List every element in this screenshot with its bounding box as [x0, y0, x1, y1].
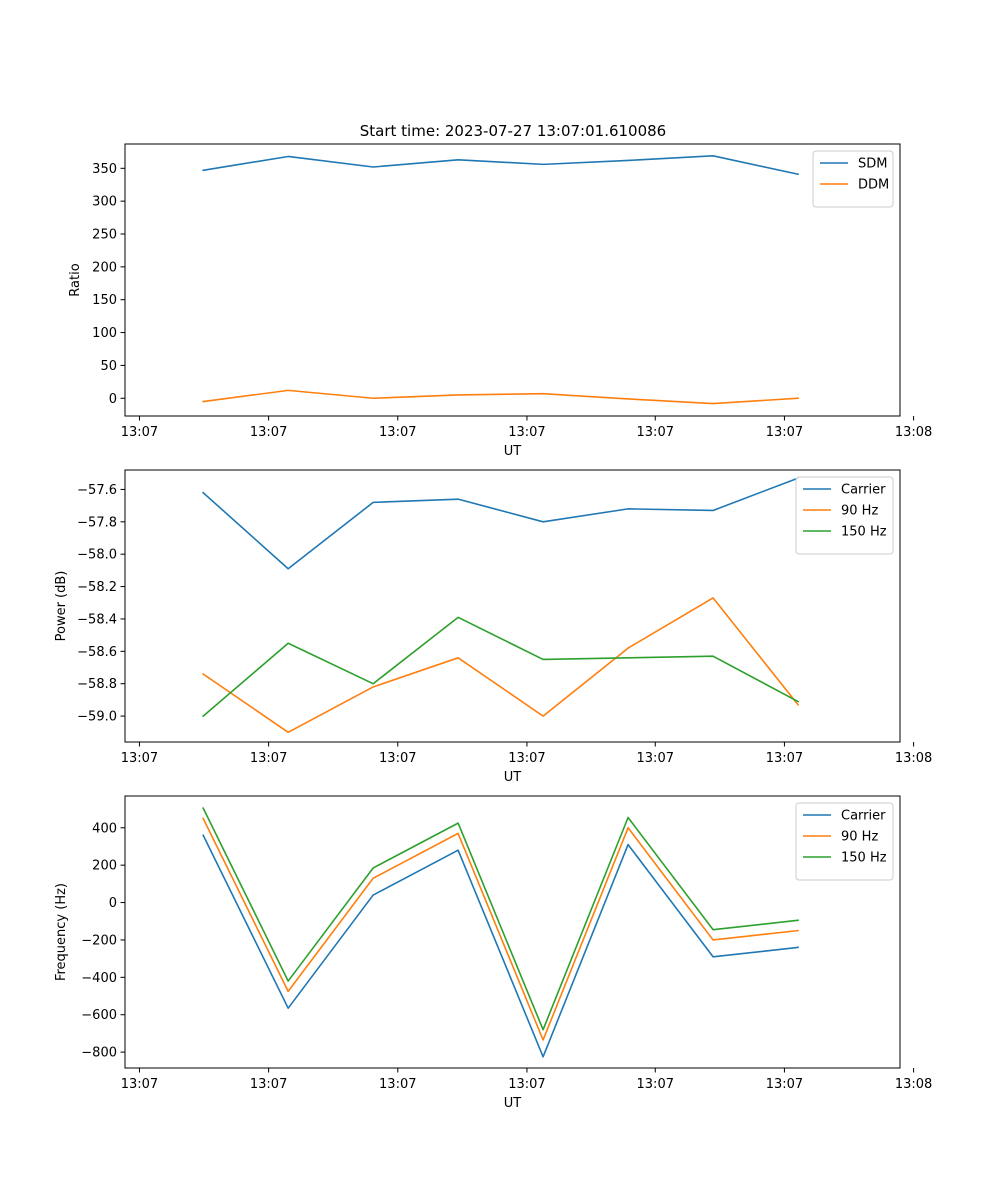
- x-axis-label: UT: [504, 444, 522, 459]
- legend-label-150-hz: 150 Hz: [841, 525, 887, 540]
- x-tick-label: 13:07: [508, 1077, 545, 1092]
- legend-label-90-hz: 90 Hz: [841, 504, 878, 519]
- x-tick-label: 13:08: [895, 1077, 932, 1092]
- x-tick-label: 13:07: [766, 751, 803, 766]
- x-tick-label: 13:07: [508, 425, 545, 440]
- series-line-sdm: [202, 155, 799, 176]
- y-tick-label: −58.2: [77, 580, 117, 595]
- x-tick-label: 13:07: [379, 425, 416, 440]
- series-line-90-hz: [202, 597, 800, 734]
- y-tick-label: 300: [92, 195, 117, 210]
- y-tick-label: −58.4: [77, 612, 117, 627]
- y-tick-label: −600: [81, 1008, 117, 1023]
- x-tick-label: 13:07: [379, 1077, 416, 1092]
- legend-box: [812, 150, 894, 208]
- y-tick-label: 0: [109, 392, 117, 407]
- axes-frame: [124, 469, 901, 743]
- y-tick-label: 250: [92, 228, 117, 243]
- chart-panel-2: 13:07 13:07 13:07 13:07 13:07 13:07 13:08 −59.0…: [54, 469, 932, 785]
- y-tick-label: −59.0: [77, 710, 117, 725]
- axes-frame: [124, 795, 901, 1069]
- series-line-carrier: [202, 834, 799, 1058]
- legend-label-ddm: DDM: [858, 178, 889, 193]
- x-tick-label: 13:07: [121, 425, 158, 440]
- series-line-carrier: [202, 477, 800, 570]
- figure-title: Start time: 2023-07-27 13:07:01.610086: [360, 122, 666, 140]
- y-tick-label: −57.6: [77, 483, 117, 498]
- x-tick-label: 13:07: [121, 751, 158, 766]
- y-axis-label: Power (dB): [54, 571, 69, 642]
- legend: Carrier 90 Hz 150 Hz: [795, 476, 894, 555]
- series-line-150-hz: [202, 807, 799, 1031]
- y-tick-label: 400: [92, 821, 117, 836]
- y-tick-label: −800: [81, 1046, 117, 1061]
- x-tick-label: 13:07: [250, 1077, 287, 1092]
- y-tick-label: 150: [92, 293, 117, 308]
- series-line-90-hz: [202, 817, 799, 1041]
- legend-box: [795, 476, 894, 555]
- legend: Carrier 90 Hz 150 Hz: [795, 802, 894, 881]
- x-axis-label: UT: [504, 770, 522, 785]
- x-tick-label: 13:07: [637, 425, 674, 440]
- chart-panel-3: 13:07 13:07 13:07 13:07 13:07 13:07 13:08 −800 −…: [54, 795, 932, 1111]
- legend-label-90-hz: 90 Hz: [841, 830, 878, 845]
- axes-frame: [124, 143, 901, 417]
- series-line-150-hz: [202, 616, 800, 718]
- y-tick-label: 0: [109, 896, 117, 911]
- x-tick-label: 13:07: [508, 751, 545, 766]
- legend-label-carrier: Carrier: [841, 809, 886, 824]
- x-tick-label: 13:07: [379, 751, 416, 766]
- y-axis-label: Frequency (Hz): [54, 883, 69, 981]
- y-axis-label: Ratio: [68, 263, 83, 296]
- y-tick-label: 50: [100, 359, 117, 374]
- y-tick-label: 200: [92, 260, 117, 275]
- y-tick-label: −400: [81, 971, 117, 986]
- x-tick-label: 13:07: [250, 751, 287, 766]
- x-tick-label: 13:08: [895, 425, 932, 440]
- legend-label-carrier: Carrier: [841, 483, 886, 498]
- y-tick-label: −58.0: [77, 548, 117, 563]
- chart-panel-1: 13:07 13:07 13:07 13:07 13:07 13:07 13:08 0 50 10…: [68, 143, 932, 459]
- y-tick-label: −58.8: [77, 677, 117, 692]
- x-tick-label: 13:08: [895, 751, 932, 766]
- series-line-ddm: [202, 389, 799, 405]
- y-tick-label: 350: [92, 162, 117, 177]
- y-tick-label: −57.8: [77, 515, 117, 530]
- legend-label-150-hz: 150 Hz: [841, 851, 887, 866]
- legend: SDM DDM: [812, 150, 894, 208]
- y-tick-label: −200: [81, 933, 117, 948]
- y-tick-label: 100: [92, 326, 117, 341]
- legend-box: [795, 802, 894, 881]
- legend-label-sdm: SDM: [858, 157, 887, 172]
- x-axis-label: UT: [504, 1096, 522, 1111]
- y-tick-label: 200: [92, 859, 117, 874]
- x-tick-label: 13:07: [250, 425, 287, 440]
- x-tick-label: 13:07: [637, 751, 674, 766]
- x-tick-label: 13:07: [637, 1077, 674, 1092]
- x-tick-label: 13:07: [121, 1077, 158, 1092]
- y-tick-label: −58.6: [77, 645, 117, 660]
- x-tick-label: 13:07: [766, 425, 803, 440]
- x-tick-label: 13:07: [766, 1077, 803, 1092]
